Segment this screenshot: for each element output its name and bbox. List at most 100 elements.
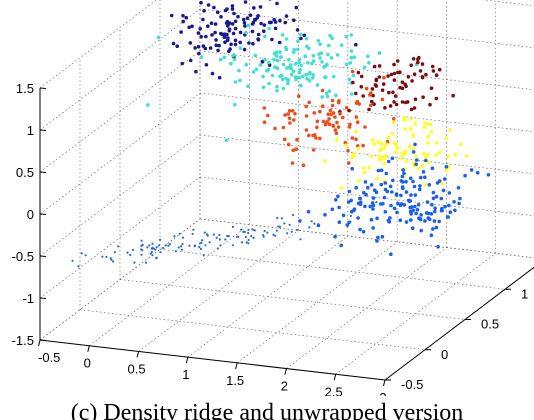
data-point (146, 103, 150, 107)
data-point (192, 228, 195, 231)
data-point (133, 261, 136, 264)
data-point (430, 166, 435, 170)
data-point (304, 72, 309, 77)
grid-line (39, 92, 201, 215)
data-point (190, 24, 194, 29)
data-point (334, 131, 339, 135)
data-point (355, 120, 360, 124)
data-point (411, 150, 416, 154)
data-point (247, 238, 250, 242)
x-axis-line (39, 339, 386, 381)
data-point (291, 148, 296, 153)
x-tick-mark (136, 351, 140, 358)
data-point (258, 5, 263, 9)
data-point (260, 60, 265, 64)
data-point (371, 196, 376, 200)
data-point (339, 43, 344, 47)
data-point (164, 244, 167, 247)
data-point (457, 201, 461, 206)
data-point (349, 49, 354, 53)
data-point (400, 174, 405, 179)
data-point (253, 229, 256, 232)
data-point (409, 210, 413, 214)
data-point (273, 20, 278, 24)
data-point (254, 67, 259, 72)
data-point (298, 32, 303, 37)
data-point (311, 54, 316, 58)
data-point (347, 125, 352, 129)
data-point (244, 62, 248, 67)
data-point (105, 255, 108, 258)
data-point (386, 74, 390, 78)
data-point (307, 78, 312, 83)
data-point (305, 44, 309, 49)
data-point (258, 63, 263, 67)
x-tick-mark (87, 345, 90, 352)
data-point (201, 44, 206, 48)
series-2 (146, 23, 419, 142)
data-point (149, 252, 152, 255)
data-point (193, 46, 197, 50)
data-point (403, 127, 407, 132)
data-point (281, 62, 286, 67)
data-point (434, 194, 439, 199)
data-point (392, 78, 397, 82)
data-point (267, 60, 271, 65)
data-point (217, 43, 221, 48)
data-point (193, 245, 196, 248)
data-point (358, 200, 363, 205)
data-point (412, 106, 417, 110)
data-point (392, 71, 397, 76)
data-point (443, 204, 447, 209)
data-point (379, 141, 384, 146)
data-point (263, 229, 266, 233)
data-point (388, 104, 393, 108)
data-point (325, 94, 330, 99)
data-point (363, 204, 367, 209)
data-point (263, 58, 267, 62)
data-point (373, 83, 378, 87)
grid-line (119, 279, 466, 320)
data-point (370, 87, 375, 91)
data-point (215, 10, 220, 14)
data-point (380, 88, 385, 92)
data-point (312, 111, 317, 115)
data-point (325, 120, 329, 125)
data-point (463, 173, 467, 178)
data-point (304, 104, 309, 109)
data-point (253, 53, 258, 58)
data-point (251, 41, 255, 46)
data-point (409, 107, 414, 112)
data-point (227, 27, 232, 32)
data-point (291, 69, 296, 73)
data-point (422, 125, 427, 130)
data-point (327, 122, 332, 127)
data-point (434, 96, 439, 101)
data-point (199, 0, 203, 5)
data-point (414, 162, 418, 167)
data-point (344, 106, 349, 110)
data-point (324, 91, 329, 95)
data-point (444, 168, 449, 172)
data-point (380, 235, 385, 239)
data-point (336, 125, 341, 129)
data-point (256, 38, 261, 42)
data-point (364, 192, 368, 197)
data-point (208, 241, 211, 244)
data-point (295, 137, 299, 142)
data-point (402, 203, 407, 207)
data-point (175, 44, 179, 48)
data-point (368, 103, 373, 108)
data-point (218, 233, 221, 237)
data-point (383, 106, 387, 110)
data-point (159, 251, 162, 254)
series-5 (323, 115, 469, 194)
data-point (438, 150, 442, 154)
data-point (290, 230, 293, 233)
z-tick-mark (39, 129, 47, 131)
data-point (377, 75, 382, 79)
data-point (411, 179, 415, 184)
data-point (230, 22, 235, 26)
data-point (181, 19, 185, 24)
data-point (394, 192, 399, 196)
